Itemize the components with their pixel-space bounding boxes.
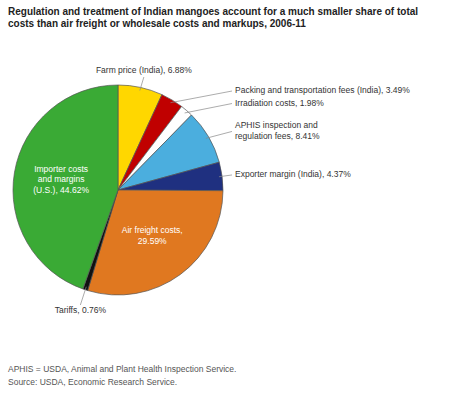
data-label: Air freight costs,29.59%	[122, 225, 183, 246]
text-line: APHIS inspection and	[235, 120, 318, 130]
leader-line	[140, 77, 144, 91]
text-line: Exporter margin (India), 4.37%	[235, 169, 351, 179]
text-line: Irradiation costs, 1.98%	[235, 98, 324, 108]
leader-line	[80, 287, 86, 305]
pie	[13, 85, 223, 295]
data-label: Packing and transportation fees (India),…	[235, 85, 410, 95]
data-label: Exporter margin (India), 4.37%	[235, 169, 351, 179]
data-label: Farm price (India), 6.88%	[96, 65, 192, 75]
leader-line	[170, 91, 232, 103]
slice	[13, 85, 118, 289]
title-line: costs than air freight or wholesale cost…	[8, 18, 306, 29]
title-line: Regulation and treatment of Indian mango…	[8, 6, 418, 17]
data-label: Importer costsand margins(U.S.), 44.62%	[33, 164, 89, 195]
text-line: Farm price (India), 6.88%	[96, 65, 192, 75]
text-line: 29.59%	[138, 236, 167, 246]
footnote: Source: USDA, Economic Research Service.	[8, 377, 177, 387]
leader-line	[206, 131, 232, 138]
text-line: regulation fees, 8.41%	[235, 131, 320, 141]
text-line: Importer costs	[34, 164, 88, 174]
text-line: and margins	[38, 174, 85, 184]
leader-line	[219, 175, 232, 177]
chart: Regulation and treatment of Indian mango…	[0, 0, 450, 397]
text-line: Air freight costs,	[122, 225, 183, 235]
text-line: Packing and transportation fees (India),…	[235, 85, 410, 95]
footnote: APHIS = USDA, Animal and Plant Health In…	[8, 364, 236, 374]
slice	[118, 162, 223, 190]
labels: Farm price (India), 6.88% Air freight cos…	[33, 65, 410, 315]
text-line: Tariffs, 0.76%	[55, 305, 107, 315]
data-label: Irradiation costs, 1.98%	[235, 98, 324, 108]
leader-line	[185, 104, 232, 113]
data-label: APHIS inspection andregulation fees, 8.4…	[235, 120, 320, 141]
data-label: Tariffs, 0.76%	[55, 305, 107, 315]
title: Regulation and treatment of Indian mango…	[8, 6, 418, 29]
text-line: (U.S.), 44.62%	[33, 185, 89, 195]
